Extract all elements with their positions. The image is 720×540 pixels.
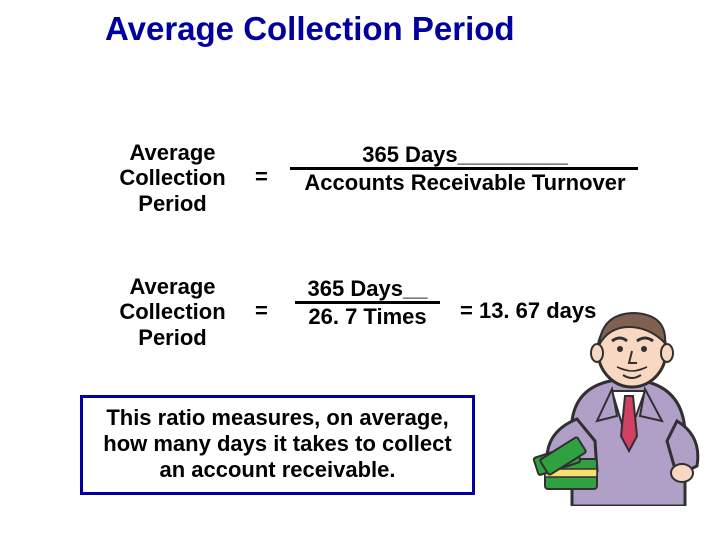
formula2-equals: = — [255, 298, 268, 324]
slide: Average Collection Period Average Collec… — [0, 0, 720, 540]
formula1-equals: = — [255, 164, 268, 190]
formula2-denominator: 26. 7 Times — [295, 304, 440, 330]
formula1-denominator: Accounts Receivable Turnover — [290, 170, 640, 196]
formula1-lhs: Average Collection Period — [105, 140, 240, 216]
description-box: This ratio measures, on average, how man… — [80, 395, 475, 495]
formula2-numerator: 365 Days__ — [295, 276, 440, 302]
slide-title: Average Collection Period — [105, 10, 515, 48]
businessman-money-clipart — [517, 301, 702, 506]
formula2-lhs: Average Collection Period — [105, 274, 240, 350]
formula1-numerator: 365 Days_________ — [290, 142, 640, 168]
